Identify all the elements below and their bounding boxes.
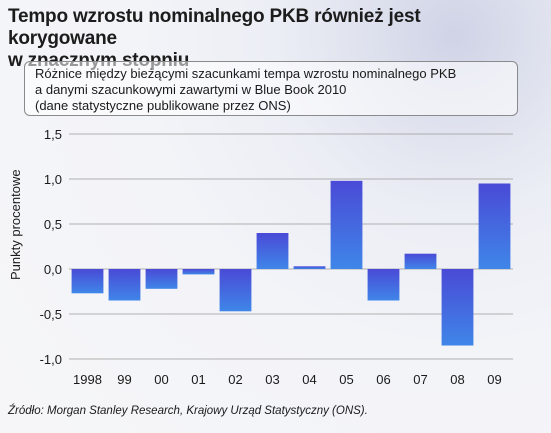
- bar-02: [219, 269, 252, 312]
- x-tick-label: 05: [339, 372, 353, 387]
- bar-03: [256, 233, 289, 269]
- x-tick-label: 00: [154, 372, 168, 387]
- chart-subtitle-box: Różnice między bieżącymi szacunkami temp…: [24, 61, 518, 116]
- x-tick-label: 02: [228, 372, 242, 387]
- source-note: Źródło: Morgan Stanley Research, Krajowy…: [8, 405, 368, 417]
- x-tick-label: 09: [487, 372, 501, 387]
- y-tick-label: 0,5: [44, 217, 62, 232]
- x-tick-label: 01: [191, 372, 205, 387]
- x-tick-label: 99: [117, 372, 131, 387]
- bar-00: [145, 269, 178, 289]
- bar-06: [367, 269, 400, 301]
- chart-subtitle-line-1: Różnice między bieżącymi szacunkami temp…: [35, 66, 457, 81]
- x-tick-label: 1998: [73, 372, 102, 387]
- bar-08: [441, 269, 474, 346]
- bar-01: [182, 269, 215, 275]
- chart-subtitle-line-2: a danymi szacunkowymi zawartymi w Blue B…: [35, 82, 347, 97]
- bar-07: [404, 253, 437, 269]
- x-tick-label: 03: [265, 372, 279, 387]
- y-tick-label: 1,5: [44, 127, 62, 142]
- x-tick-label: 07: [413, 372, 427, 387]
- bar-04: [293, 266, 326, 269]
- y-tick-label: 1,0: [44, 172, 62, 187]
- x-tick-label: 08: [450, 372, 464, 387]
- bar-1998: [71, 269, 104, 294]
- bar-99: [108, 269, 141, 301]
- x-tick-label: 04: [302, 372, 316, 387]
- y-tick-label: -0,5: [40, 307, 62, 322]
- chart-subtitle-line-3: (dane statystyczne publikowane przez ONS…: [35, 98, 291, 113]
- chart-title-line-1: Tempo wzrostu nominalnego PKB również je…: [8, 6, 421, 49]
- bar-09: [478, 183, 511, 269]
- x-tick-label: 06: [376, 372, 390, 387]
- x-tick-labels: 1998 99 00 01 02 03 04 05 06 07 08 09: [73, 372, 502, 387]
- y-tick-label: -1,0: [40, 352, 62, 367]
- bars: [71, 180, 511, 346]
- gridlines: [69, 133, 513, 360]
- y-tick-label: 0,0: [44, 262, 62, 277]
- bar-05: [330, 180, 363, 269]
- y-tick-labels: -1,0 -0,5 0,0 0,5 1,0 1,5: [40, 127, 62, 367]
